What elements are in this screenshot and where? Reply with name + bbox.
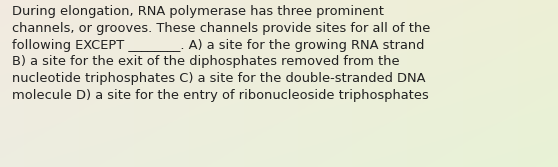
Text: During elongation, RNA polymerase has three prominent
channels, or grooves. Thes: During elongation, RNA polymerase has th… [12, 5, 431, 102]
